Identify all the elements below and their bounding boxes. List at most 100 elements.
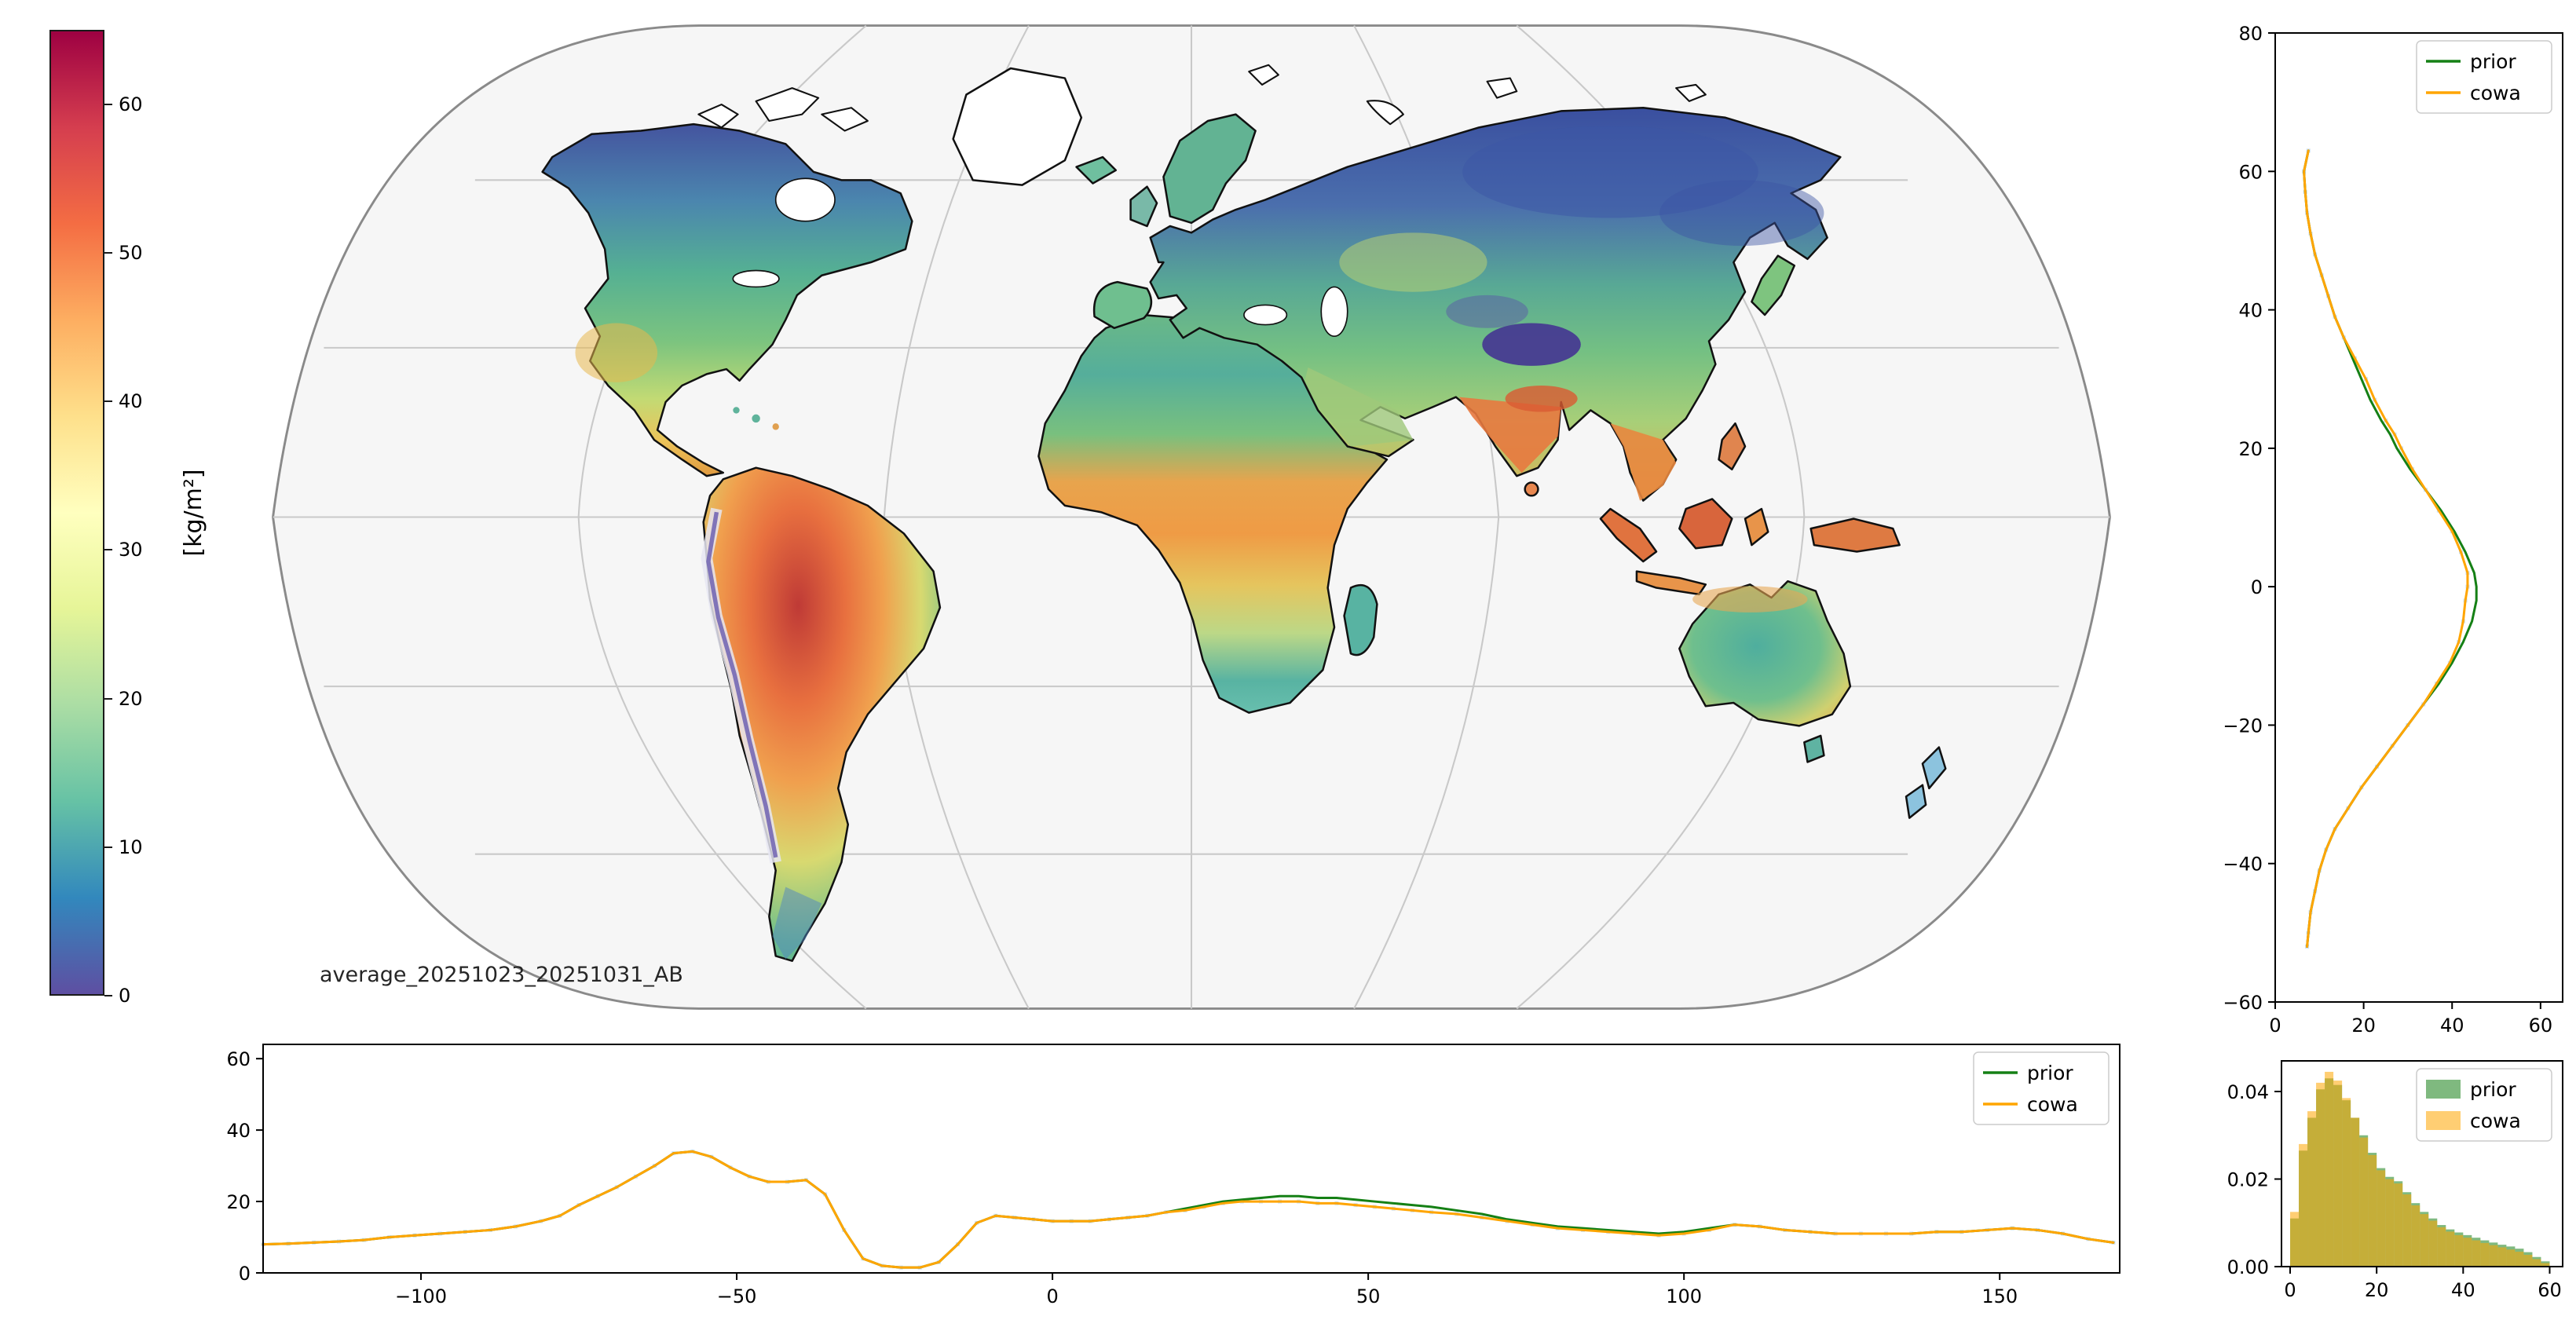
- world-map-panel: average_20251023_20251031_AB: [263, 16, 2120, 1018]
- andes-core: [706, 511, 778, 858]
- legend-label-cowa: cowa: [2470, 82, 2521, 104]
- us-southwest-dry-patch: [575, 323, 658, 382]
- xinjiang-patch: [1446, 294, 1528, 328]
- madagascar: [1343, 583, 1378, 656]
- new-guinea: [1809, 517, 1901, 553]
- y-tick-label: 60: [226, 1048, 251, 1070]
- y-tick-label: 0.00: [2227, 1256, 2269, 1278]
- colorbar-gradient: [49, 30, 104, 996]
- hist-bar-cowa: [2325, 1071, 2334, 1267]
- y-tick-label: 20: [226, 1191, 251, 1213]
- map-annotation: average_20251023_20251031_AB: [320, 963, 683, 987]
- x-tick-label: 0: [2284, 1279, 2296, 1301]
- indochina-patch: [1610, 423, 1677, 501]
- hist-bar-cowa: [2342, 1098, 2351, 1267]
- y-tick-label: 0: [2251, 576, 2263, 598]
- scandinavia: [1162, 113, 1257, 225]
- hist-bar-cowa: [2428, 1220, 2438, 1267]
- legend-label-cowa: cowa: [2027, 1093, 2078, 1116]
- x-tick-label: 40: [2440, 1015, 2464, 1037]
- hist-bar-cowa: [2402, 1194, 2412, 1267]
- y-tick-label: 20: [2238, 438, 2263, 460]
- philippines: [1718, 422, 1747, 471]
- black-sea: [1243, 304, 1288, 326]
- histogram-panel: 0 20 40 60 0.00 0.02 0.04 prior cowa: [2227, 1060, 2563, 1301]
- hist-bar-cowa: [2333, 1081, 2343, 1267]
- legend-box: [2416, 40, 2552, 114]
- tasmania: [1803, 734, 1825, 763]
- y-tick-label: 80: [2238, 23, 2263, 45]
- legend-label-prior: prior: [2470, 50, 2516, 73]
- hist-bar-cowa: [2377, 1170, 2386, 1267]
- hist-bar-cowa: [2394, 1183, 2403, 1267]
- legend-swatch-prior: [2426, 1080, 2461, 1099]
- x-tick-label: 20: [2351, 1015, 2376, 1037]
- hist-bar-cowa: [2307, 1111, 2317, 1267]
- hist-bar-cowa: [2368, 1154, 2377, 1267]
- colorbar-label: [kg/m²]: [180, 469, 208, 557]
- arctic-islands: [697, 64, 1707, 132]
- hist-bar-cowa: [2316, 1082, 2325, 1267]
- colorbar: 0 10 20 30 40 50 60 [kg/m²]: [49, 30, 238, 1007]
- hist-bar-cowa: [2489, 1245, 2498, 1267]
- y-tick-label: 60: [2238, 161, 2263, 183]
- y-tick-label: −40: [2223, 854, 2263, 876]
- sri-lanka: [1524, 481, 1539, 497]
- greenland: [952, 67, 1083, 186]
- patagonia-patch: [772, 887, 822, 960]
- latitude-profile-chart: 0 20 40 60 80 60 40 20 0 −20 −40 −60 prior cowa: [2223, 23, 2563, 1037]
- colorbar-tickmark: [104, 995, 112, 996]
- y-tick-label: −60: [2223, 992, 2263, 1014]
- colorbar-tickmark: [104, 103, 112, 105]
- hist-bar-cowa: [2532, 1259, 2541, 1267]
- hist-bar-cowa: [2411, 1205, 2420, 1267]
- hudson-bay: [774, 177, 836, 222]
- colorbar-tickmark: [104, 549, 112, 551]
- world-map: [272, 24, 2111, 1010]
- series-line-cowa: [2303, 149, 2469, 948]
- hist-bar-cowa: [2454, 1234, 2464, 1267]
- colorbar-ticklabel: 50: [119, 241, 143, 264]
- australia-north-patch: [1692, 586, 1808, 612]
- sumatra: [1599, 507, 1658, 563]
- hist-bar-cowa: [2437, 1227, 2446, 1267]
- colorbar-ticklabel: 60: [119, 93, 143, 115]
- colorbar-tickmark: [104, 251, 112, 254]
- india-moist-patch: [1459, 397, 1561, 473]
- legend-swatch-cowa: [2426, 1111, 2461, 1130]
- x-tick-label: 100: [1666, 1285, 1702, 1307]
- x-tick-label: −100: [395, 1285, 447, 1307]
- y-tick-label: 40: [2238, 300, 2263, 322]
- colorbar-tickmark: [104, 400, 112, 403]
- ganges-patch: [1505, 386, 1578, 412]
- x-tick-label: 20: [2365, 1279, 2389, 1301]
- y-tick-label: −20: [2223, 715, 2263, 737]
- british-isles: [1129, 185, 1158, 228]
- axes-frame: [2281, 1060, 2563, 1267]
- hist-bar-cowa: [2523, 1254, 2533, 1267]
- kazakh-steppe-patch: [1339, 232, 1487, 292]
- x-tick-label: 150: [1981, 1285, 2018, 1307]
- tibet-plateau: [1482, 323, 1581, 366]
- legend-label-prior: prior: [2027, 1062, 2073, 1084]
- x-tick-label: 50: [1356, 1285, 1381, 1307]
- iberia: [1092, 280, 1153, 330]
- arabia-patch: [1304, 367, 1414, 447]
- hist-bar-cowa: [2299, 1143, 2308, 1267]
- hist-bar-cowa: [2515, 1252, 2524, 1267]
- colorbar-ticklabel: 40: [119, 390, 143, 413]
- colorbar-tickmark: [104, 697, 112, 700]
- colorbar-ticklabel: 20: [119, 687, 143, 710]
- iceland: [1075, 155, 1118, 185]
- hist-bar-cowa: [2420, 1214, 2429, 1267]
- hist-bar-cowa: [2541, 1263, 2550, 1267]
- borneo: [1678, 498, 1733, 550]
- longitude-profile-panel: −100 −50 0 50 100 150 0 20 40 60 prior cowa: [226, 1044, 2120, 1307]
- y-tick-label: 0: [239, 1263, 251, 1285]
- sulawesi: [1744, 507, 1769, 547]
- axes-frame: [262, 1044, 2120, 1274]
- colorbar-ticklabel: 0: [119, 985, 131, 1007]
- x-tick-label: 60: [2538, 1279, 2562, 1301]
- hist-bar-cowa: [2446, 1231, 2455, 1267]
- great-lakes: [732, 269, 780, 288]
